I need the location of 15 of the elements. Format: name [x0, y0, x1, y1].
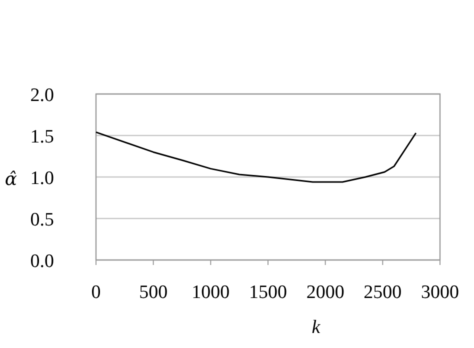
x-tick-label: 0 [91, 282, 101, 303]
x-tick-label: 2000 [306, 282, 344, 303]
x-tick-label: 3000 [421, 282, 459, 303]
x-tick-label: 2500 [364, 282, 402, 303]
x-tick-label: 1000 [192, 282, 230, 303]
y-tick-label: 0.0 [30, 251, 54, 272]
y-tick-label: 1.5 [30, 126, 54, 148]
y-axis-title: α̂ [4, 169, 18, 190]
x-tick-label: 1500 [249, 282, 287, 303]
line-series [95, 131, 417, 183]
y-tick-label: 2.0 [30, 85, 54, 106]
x-axis-title: k [312, 317, 321, 338]
y-tick-label: 1.0 [30, 168, 54, 189]
x-tick-label: 500 [139, 282, 168, 303]
y-tick-label: 0.5 [30, 210, 54, 230]
